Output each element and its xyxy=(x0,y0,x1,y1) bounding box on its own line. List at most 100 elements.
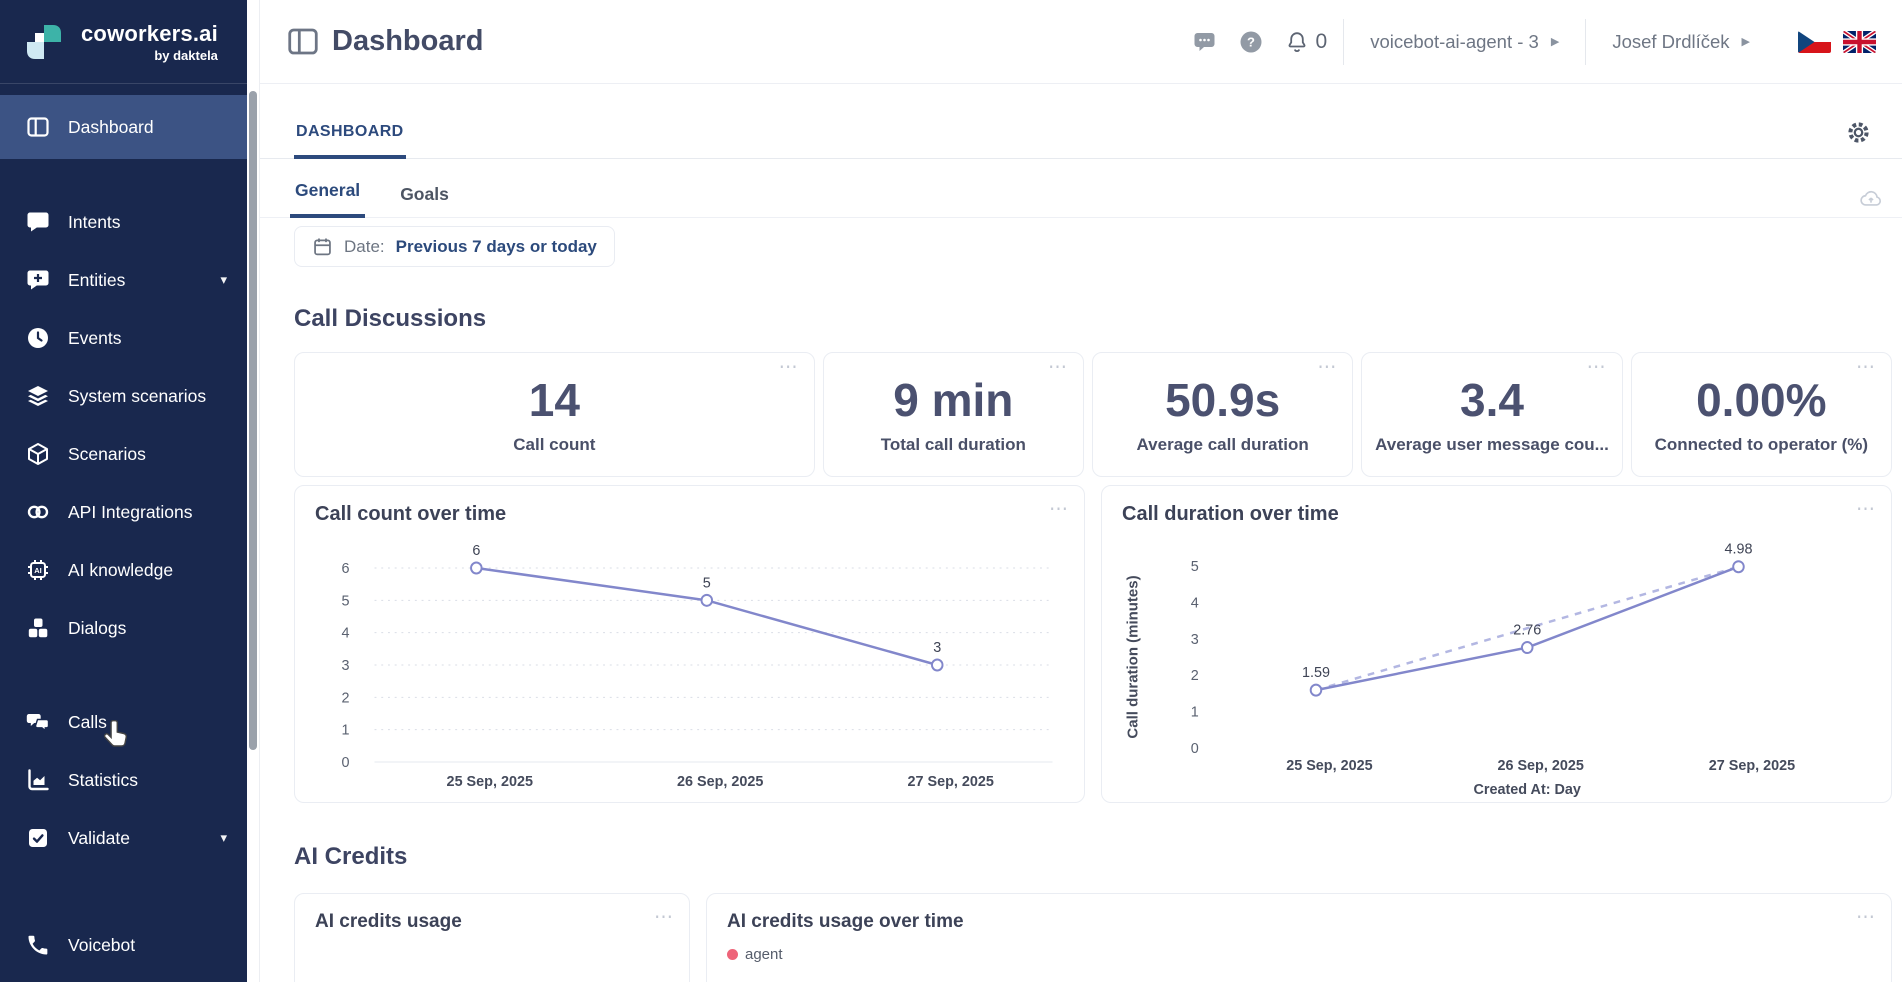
more-menu-icon[interactable]: ⋯ xyxy=(1856,907,1877,928)
scrollbar-thumb[interactable] xyxy=(249,91,257,750)
main-area: Dashboard ? 0 voicebot-ai-agent - 3 ▶ xyxy=(260,0,1902,982)
notifications-button[interactable]: 0 xyxy=(1285,29,1328,54)
caret-right-icon: ▶ xyxy=(1550,36,1560,48)
y-tick-label: 5 xyxy=(1191,559,1199,575)
kpi-value: 0.00% xyxy=(1696,373,1827,426)
y-tick-label: 5 xyxy=(342,593,350,609)
flag-uk[interactable] xyxy=(1843,30,1876,53)
kpi-value: 50.9s xyxy=(1165,373,1281,426)
kpi-label: Average user message cou... xyxy=(1375,434,1609,454)
point-label: 2.76 xyxy=(1513,622,1541,638)
chevron-down-icon[interactable]: ▾ xyxy=(220,830,227,845)
data-point[interactable] xyxy=(931,658,944,672)
more-menu-icon[interactable]: ⋯ xyxy=(1048,357,1069,378)
statistics-icon xyxy=(28,769,49,791)
sidebar: coworkers.ai by daktela Dashboard Intent… xyxy=(0,0,247,982)
more-menu-icon[interactable]: ⋯ xyxy=(1586,357,1608,378)
data-point[interactable] xyxy=(1309,683,1323,697)
sidebar-item-events[interactable]: Events xyxy=(0,309,247,367)
data-point[interactable] xyxy=(700,593,714,607)
call-count-chart: 0 1 2 3 4 5 6 25 Sep, 2025 26 Sep, 2025 27 Sep, 2… xyxy=(342,543,1053,790)
notification-count: 0 xyxy=(1315,29,1328,53)
y-tick-label: 0 xyxy=(342,755,350,771)
header-actions: ? 0 voicebot-ai-agent - 3 ▶ Josef Drdlíč… xyxy=(1181,18,1876,65)
y-tick-label: 3 xyxy=(342,658,350,674)
date-filter[interactable]: Date: Previous 7 days or today xyxy=(294,226,615,267)
section-title-ai-credits: AI Credits xyxy=(294,843,408,870)
sidebar-item-dialogs[interactable]: Dialogs xyxy=(0,599,247,657)
x-tick-label: 27 Sep, 2025 xyxy=(1709,758,1795,774)
user-name: Josef Drdlíček xyxy=(1612,30,1730,52)
chart-title: Call duration over time xyxy=(1122,503,1339,525)
kpi-value: 9 min xyxy=(893,373,1014,426)
charts-row: ⋯ Call count over time 0 1 2 3 4 5 6 25 Sep, 20… xyxy=(294,485,1892,803)
sidebar-item-statistics[interactable]: Statistics xyxy=(0,751,247,809)
voicebot-icon xyxy=(28,935,48,955)
sidebar-item-system-scenarios[interactable]: System scenarios xyxy=(0,367,247,425)
y-tick-label: 4 xyxy=(342,625,350,641)
secondary-tab-bar: General Goals xyxy=(260,159,1902,218)
point-label: 3 xyxy=(933,640,941,656)
sidebar-item-intents[interactable]: Intents xyxy=(0,193,247,251)
sidebar-item-entities[interactable]: Entities ▾ xyxy=(0,251,247,309)
more-menu-icon[interactable]: ⋯ xyxy=(1855,357,1877,378)
bot-selector[interactable]: voicebot-ai-agent - 3 ▶ xyxy=(1370,30,1560,52)
x-tick-label: 27 Sep, 2025 xyxy=(907,774,993,790)
chat-icon[interactable] xyxy=(1192,30,1217,54)
divider xyxy=(1585,18,1587,65)
x-tick-label: 26 Sep, 2025 xyxy=(1497,758,1583,774)
series-line-trend xyxy=(1315,565,1739,692)
flag-czech[interactable] xyxy=(1798,30,1831,53)
more-menu-icon[interactable]: ⋯ xyxy=(654,907,675,928)
tab-dashboard[interactable]: DASHBOARD xyxy=(294,123,406,159)
system-scenarios-icon xyxy=(28,386,48,406)
ai-knowledge-icon: AI xyxy=(28,560,48,580)
sidebar-scrollbar[interactable] xyxy=(247,0,260,982)
calls-icon xyxy=(26,714,50,732)
x-axis-title: Created At: Day xyxy=(1474,782,1582,797)
sidebar-item-calls[interactable]: Calls xyxy=(0,693,247,751)
kpi-connected-to-operator: ⋯ 0.00% Connected to operator (%) xyxy=(1630,352,1892,477)
kpi-label: Total call duration xyxy=(880,434,1026,454)
sidebar-item-scenarios[interactable]: Scenarios xyxy=(0,425,247,483)
brand-name: coworkers.ai xyxy=(81,20,218,46)
user-menu[interactable]: Josef Drdlíček ▶ xyxy=(1586,31,1776,53)
more-menu-icon[interactable]: ⋯ xyxy=(1856,499,1877,520)
dialogs-icon xyxy=(28,618,48,638)
chevron-down-icon[interactable]: ▾ xyxy=(220,272,227,287)
sidebar-item-dashboard[interactable]: Dashboard xyxy=(0,95,247,159)
sidebar-item-api-integrations[interactable]: API Integrations xyxy=(0,483,247,541)
y-tick-label: 1 xyxy=(1191,704,1199,720)
more-menu-icon[interactable]: ⋯ xyxy=(1317,357,1339,378)
cloud-export-icon[interactable] xyxy=(1860,190,1882,207)
ai-credits-row: ⋯ AI credits usage ⋯ AI credits usage ov… xyxy=(294,893,1892,982)
calendar-icon xyxy=(314,238,331,256)
divider xyxy=(1343,18,1345,65)
kpi-average-user-messages: ⋯ 3.4 Average user message cou... xyxy=(1361,352,1623,477)
dashboard-content: Date: Previous 7 days or today Call Disc… xyxy=(260,218,1902,982)
validate-icon xyxy=(29,829,47,847)
tab-general[interactable]: General xyxy=(290,180,366,218)
help-icon[interactable]: ? xyxy=(1239,30,1263,54)
call-duration-chart-card: ⋯ Call duration over time 0 1 2 3 4 5 25 Sep, … xyxy=(1101,485,1892,803)
kpi-row: ⋯ 14 Call count ⋯ 9 min Total call durat… xyxy=(294,352,1892,477)
more-menu-icon[interactable]: ⋯ xyxy=(1049,499,1070,520)
sidebar-item-voicebot[interactable]: Voicebot xyxy=(0,916,247,974)
ai-credits-usage-card: ⋯ AI credits usage xyxy=(294,893,690,982)
gear-icon[interactable] xyxy=(1845,119,1872,146)
tab-goals[interactable]: Goals xyxy=(400,184,449,204)
date-filter-value: Previous 7 days or today xyxy=(395,236,597,256)
date-filter-label: Date: xyxy=(344,236,385,256)
x-tick-label: 26 Sep, 2025 xyxy=(677,774,763,790)
events-icon xyxy=(28,328,48,348)
sidebar-item-validate[interactable]: Validate ▾ xyxy=(0,809,247,867)
data-point[interactable] xyxy=(1520,641,1534,655)
kpi-call-count: ⋯ 14 Call count xyxy=(294,352,815,477)
sidebar-nav: Dashboard Intents Entities ▾ Events Syst… xyxy=(0,84,247,974)
data-point[interactable] xyxy=(1732,560,1745,574)
data-point[interactable] xyxy=(470,561,483,575)
more-menu-icon[interactable]: ⋯ xyxy=(778,357,800,378)
kpi-label: Average call duration xyxy=(1136,434,1309,454)
y-tick-label: 4 xyxy=(1191,595,1199,611)
sidebar-item-ai-knowledge[interactable]: AI AI knowledge xyxy=(0,541,247,599)
